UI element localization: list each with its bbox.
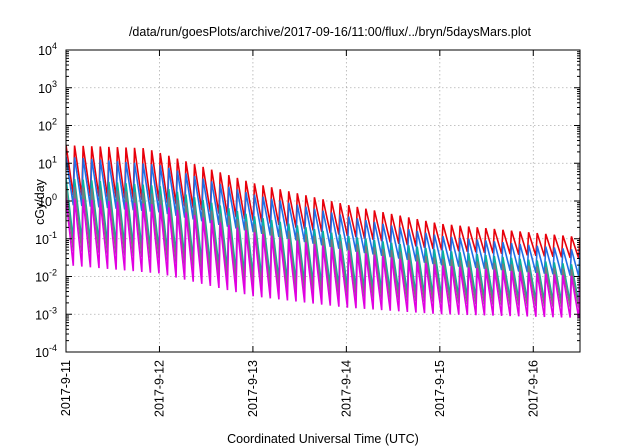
- y-tick-base: 10: [38, 195, 52, 209]
- x-axis-label: Coordinated Universal Time (UTC): [227, 432, 419, 446]
- y-tick-exponent: -4: [49, 343, 57, 353]
- y-tick-label: 102: [38, 117, 57, 134]
- y-tick-label: 10-1: [35, 230, 57, 247]
- y-tick-exponent: -1: [49, 230, 57, 240]
- y-tick-base: 10: [38, 120, 52, 134]
- y-tick-base: 10: [35, 308, 49, 322]
- x-tick-label: 2017-9-14: [339, 360, 353, 417]
- y-tick-label: 103: [38, 79, 57, 96]
- y-tick-base: 10: [35, 233, 49, 247]
- y-tick-base: 10: [35, 346, 49, 360]
- y-tick-exponent: 0: [52, 192, 57, 202]
- y-tick-exponent: -3: [49, 305, 57, 315]
- series-line-3: [66, 178, 580, 303]
- x-tick-label: 2017-9-11: [59, 360, 73, 416]
- x-tick-label: 2017-9-12: [152, 360, 166, 417]
- x-tick-label: 2017-9-15: [433, 360, 447, 417]
- y-tick-base: 10: [38, 44, 52, 58]
- y-tick-base: 10: [38, 157, 52, 171]
- y-tick-label: 10-4: [35, 343, 57, 360]
- y-tick-exponent: 2: [52, 117, 57, 127]
- y-tick-exponent: -2: [49, 268, 57, 278]
- series-layer: [66, 145, 580, 319]
- x-tick-labels: 2017-9-11 2017-9-12 2017-9-13 2017-9-14 2017…: [59, 360, 540, 417]
- y-tick-label: 101: [38, 154, 57, 171]
- y-tick-exponent: 4: [52, 41, 57, 51]
- x-tick-label: 2017-9-13: [246, 360, 260, 417]
- axis-ticks: [65, 49, 580, 353]
- y-tick-label: 100: [38, 192, 57, 209]
- y-tick-label: 10-2: [35, 268, 57, 285]
- y-tick-exponent: 1: [52, 154, 57, 164]
- series-line-5: [66, 197, 580, 319]
- series-line-2: [66, 156, 580, 277]
- y-axis-label: cGy/day: [33, 178, 47, 225]
- y-tick-label: 10-3: [35, 305, 57, 322]
- y-tick-label: 104: [38, 41, 57, 58]
- series-line-1: [66, 145, 580, 259]
- x-tick-label: 2017-9-16: [526, 360, 540, 417]
- y-tick-exponent: 3: [52, 79, 57, 89]
- y-tick-base: 10: [38, 82, 52, 96]
- y-tick-base: 10: [35, 271, 49, 285]
- series-line-4: [66, 185, 580, 308]
- chart-title: /data/run/goesPlots/archive/2017-09-16/1…: [129, 25, 532, 39]
